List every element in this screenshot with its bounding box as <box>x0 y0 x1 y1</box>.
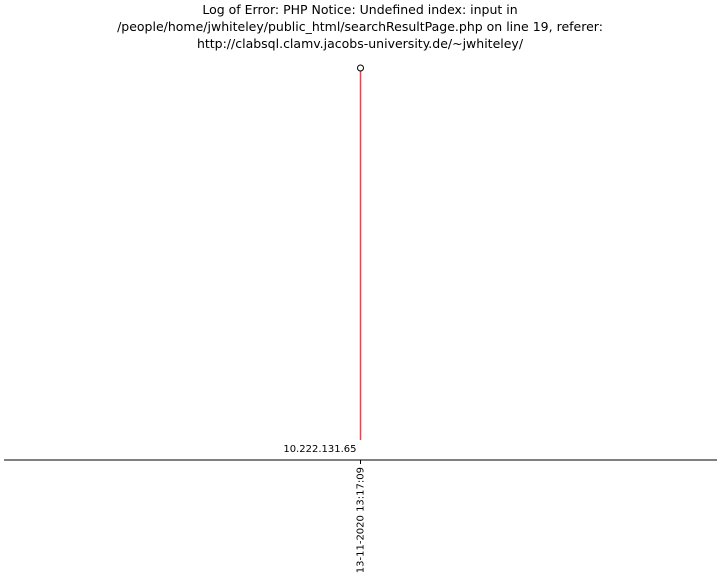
event-marker <box>357 64 364 72</box>
event-label: 10.222.131.65 <box>283 444 356 455</box>
title-line-1: Log of Error: PHP Notice: Undefined inde… <box>202 2 518 17</box>
x-tick-label: 13-11-2020 13:17:09 <box>356 467 367 573</box>
title-line-2: /people/home/jwhiteley/public_html/searc… <box>117 19 603 34</box>
chart-title: Log of Error: PHP Notice: Undefined inde… <box>0 1 720 52</box>
events-layer: 10.222.131.65 13-11-2020 13:17:09 <box>283 64 367 573</box>
title-line-3: http://clabsql.clamv.jacobs-university.d… <box>196 36 524 51</box>
